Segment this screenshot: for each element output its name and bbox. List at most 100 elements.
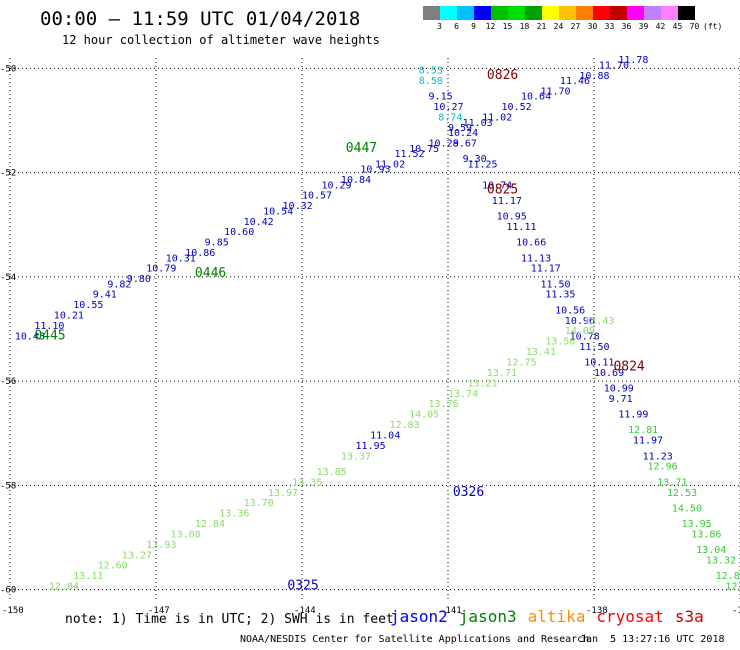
swh-value-jason2: 10.57 [302, 191, 332, 202]
pass-time-label: 0446 [195, 266, 226, 281]
swh-value-jason3: 10.99 [604, 384, 634, 395]
swh-value-s3a: 13.74 [448, 389, 478, 400]
swh-value-jason3: 10.11 [584, 357, 614, 368]
swh-value-jason2: 11.70 [599, 60, 629, 71]
swh-value-jason3: 11.25 [467, 159, 497, 170]
colorbar-cell [457, 6, 474, 20]
swh-value-jason3: 10.69 [594, 368, 624, 379]
swh-value-jason2: 11.78 [618, 55, 648, 66]
colorbar-label: 33 [604, 22, 615, 31]
swh-value-s3a: 13.08 [171, 529, 201, 540]
credit-line: NOAA/NESDIS Center for Satellite Applica… [240, 634, 590, 645]
colorbar-cell [508, 6, 525, 20]
x-tick-label: -147 [148, 606, 170, 616]
colorbar-label: 45 [672, 22, 683, 31]
colorbar-label: 42 [655, 22, 666, 31]
swh-value-s3a: 12.60 [98, 561, 128, 572]
swh-value-jason3: 13.04 [696, 545, 726, 556]
swh-value-jason3: 8.74 [438, 113, 462, 124]
swh-value-jason2: 10.60 [224, 227, 254, 238]
colorbar-cell [474, 6, 491, 20]
pass-time-label: 0825 [487, 183, 518, 198]
swh-value-jason3: 11.35 [545, 290, 575, 301]
legend-s3a: s3a [674, 607, 704, 626]
swh-value-jason2: 10.32 [283, 201, 313, 212]
map-title: 00:00 – 11:59 UTC 01/04/2018 [40, 8, 361, 30]
swh-value-jason2: 11.70 [540, 86, 570, 97]
colorbar-label: 39 [638, 22, 649, 31]
swh-value-s3a: 12.84 [195, 519, 225, 530]
x-tick-label: -141 [440, 606, 462, 616]
swh-value-jason2: 10.21 [54, 311, 84, 322]
colorbar-cell [576, 6, 593, 20]
colorbar-label: 36 [621, 22, 632, 31]
y-tick-label: -50 [0, 64, 16, 74]
pass-labels: 0445044604470825082408230225022402230826… [34, 68, 645, 594]
colorbar-label: 21 [536, 22, 547, 31]
swh-value-jason3: 9.71 [609, 394, 633, 405]
colorbar-cell [593, 6, 610, 20]
swh-value-jason2: 11.52 [394, 149, 424, 160]
swh-value-jason2: 10.52 [502, 102, 532, 113]
swh-value-s3a: 13.43 [584, 316, 614, 327]
swh-value-s3a: 13.41 [526, 347, 556, 358]
swh-value-jason3: 8.53 [419, 66, 443, 77]
generation-timestamp: Jan 5 13:27:16 UTC 2018 [580, 634, 725, 645]
swh-value-jason3: 12.96 [648, 462, 678, 473]
swh-value-jason3: 10.96 [565, 316, 595, 327]
y-tick-label: -58 [0, 481, 16, 491]
swh-value-jason2: 10.79 [146, 264, 176, 275]
swh-value-s3a: 13.85 [317, 467, 347, 478]
swh-value-jason2: 10.88 [579, 71, 609, 82]
swh-value-s3a: 14.05 [409, 410, 439, 421]
swh-value-jason2: 9.80 [127, 274, 151, 285]
pass-time-label: 0447 [346, 141, 377, 156]
x-tick-label: -135 [732, 606, 740, 616]
y-tick-label: -60 [0, 586, 16, 596]
map-grid [9, 58, 740, 600]
colorbar-label: (ft) [703, 22, 723, 31]
swh-value-jason3: 13.95 [682, 519, 712, 530]
swh-value-jason2: 10.93 [360, 165, 390, 176]
swh-value-s3a: 13.76 [429, 399, 459, 410]
legend-jason3: jason3 [458, 607, 517, 626]
swh-value-s3a: 12.75 [506, 357, 536, 368]
swh-value-jason3: 12.86 [725, 582, 740, 593]
colorbar-cell [542, 6, 559, 20]
swh-value-jason2: 11.10 [34, 321, 64, 332]
legend-cryosat: cryosat [596, 607, 664, 626]
swh-value-jason2: 10.28 [429, 139, 459, 150]
y-tick-label: -52 [0, 169, 16, 179]
swh-value-jason2: 9.85 [205, 238, 229, 249]
pass-time-label: 0326 [453, 485, 484, 500]
swh-value-s3a: 13.93 [146, 540, 176, 551]
swh-value-jason3: 11.50 [579, 342, 609, 353]
colorbar-label: 9 [471, 22, 476, 31]
swh-value-jason3: 13.71 [657, 477, 687, 488]
swh-value-jason3: 9.15 [429, 92, 453, 103]
swh-value-s3a: 14.09 [565, 326, 595, 337]
colorbar-label: 24 [553, 22, 564, 31]
swh-value-jason2: 10.29 [321, 180, 351, 191]
swh-value-jason2: 10.84 [341, 175, 371, 186]
swh-value-s3a: 13.21 [467, 378, 497, 389]
colorbar-label: 15 [502, 22, 513, 31]
colorbar-label: 18 [519, 22, 530, 31]
colorbar-cell [525, 6, 542, 20]
x-tick-label: -144 [294, 606, 316, 616]
swh-value-jason3: 13.32 [706, 556, 736, 567]
y-tick-label: -54 [0, 273, 16, 283]
swh-value-jason3: 9.59 [448, 123, 472, 134]
colorbar-label: 3 [437, 22, 442, 31]
swh-value-jason2: 11.02 [482, 113, 512, 124]
swh-value-s3a: 13.11 [73, 571, 103, 582]
swh-value-jason3: 12.81 [628, 425, 658, 436]
swh-value-s3a: 13.27 [122, 550, 152, 561]
satellite-legend: jason2 jason3 altika cryosat s3a [390, 607, 715, 626]
y-tick-label: -56 [0, 377, 16, 387]
axis-ticks: -150 -147 -144 -141 -138 -135 -50 -52 -54 -56 -58 -… [0, 64, 740, 616]
swh-value-jason3: 10.66 [516, 238, 546, 249]
x-tick-label: -150 [2, 606, 24, 616]
swh-value-jason3: 13.86 [691, 529, 721, 540]
swh-value-jason3: 11.17 [492, 196, 522, 207]
